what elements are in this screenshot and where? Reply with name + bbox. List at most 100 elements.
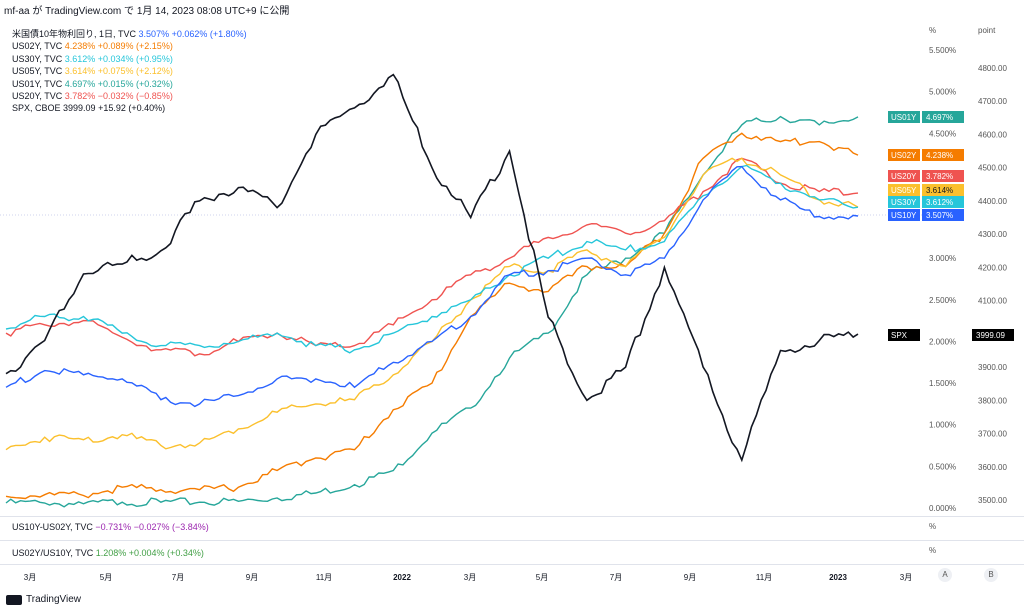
percent-axis-tick: 5.000% — [929, 88, 956, 97]
point-axis-tick: 4500.00 — [978, 164, 1007, 173]
percent-axis-tick: 2.500% — [929, 296, 956, 305]
legend-row[interactable]: US02Y, TVC 4.238% +0.089% (+2.15%) — [12, 40, 247, 52]
legend-row[interactable]: US05Y, TVC 3.614% +0.075% (+2.12%) — [12, 65, 247, 77]
series-value-tag-text: 3.614% — [926, 186, 953, 195]
percent-axis-tick: 1.500% — [929, 379, 956, 388]
series-name-tag-text: US30Y — [891, 198, 917, 207]
legend-value: 3.612% — [64, 53, 96, 64]
legend-value: 3.507% — [138, 29, 170, 39]
pane-change: −0.027% (−3.84%) — [133, 522, 209, 532]
point-axis-tick: 4300.00 — [978, 230, 1007, 239]
series-name-tag-text: US01Y — [891, 113, 917, 122]
series-value-tag — [922, 170, 964, 182]
time-axis-tick: 11月 — [756, 573, 772, 582]
point-axis-tick: 4400.00 — [978, 197, 1007, 206]
footer: TradingView — [6, 594, 81, 605]
legend-value: 4.238% — [64, 41, 96, 52]
time-axis-tick: 3月 — [464, 573, 476, 582]
percent-axis-tick: 0.000% — [929, 504, 956, 513]
point-axis-unit: point — [978, 26, 996, 35]
legend-change: −0.032% (−0.85%) — [97, 91, 173, 102]
pane-unit: % — [929, 546, 937, 555]
legend-row[interactable]: US30Y, TVC 3.612% +0.034% (+0.95%) — [12, 53, 247, 65]
time-axis-tick: 9月 — [684, 573, 696, 582]
series-name-tag — [888, 149, 920, 161]
series-value-tag-text: 3999.09 — [976, 331, 1005, 340]
series-line-us30y — [5, 164, 859, 354]
series-name-tag-text: US20Y — [891, 172, 917, 181]
pane-divider[interactable] — [0, 516, 1024, 517]
series-name-tag-text: SPX — [891, 331, 908, 340]
series-value-tag — [922, 209, 964, 221]
percent-axis-tick: 0.500% — [929, 462, 956, 471]
time-axis-tick: 9月 — [246, 573, 258, 582]
auto-scale-button[interactable]: A — [938, 568, 952, 582]
legend-value: 3.614% — [64, 66, 96, 77]
series-name-tag-text: US10Y — [891, 211, 917, 220]
pane-change: +0.004% (+0.34%) — [128, 548, 204, 558]
legend-row[interactable]: SPX, CBOE 3999.09 +15.92 (+0.40%) — [12, 102, 247, 114]
series-name-tag-text: US05Y — [891, 186, 917, 195]
pane-value: −0.731% — [95, 522, 132, 532]
legend-change: +0.062% (+1.80%) — [171, 29, 247, 39]
settings-button[interactable]: B — [984, 568, 998, 582]
point-axis-tick: 3600.00 — [978, 463, 1007, 472]
point-axis-tick: 4600.00 — [978, 130, 1007, 139]
legend-value: 3999.09 — [63, 103, 96, 114]
percent-axis-tick: 3.000% — [929, 254, 956, 263]
legend-row[interactable]: 米国債10年物利回り, 1日, TVC 3.507% +0.062% (+1.8… — [12, 28, 247, 40]
legend-symbol: US05Y, TVC — [12, 66, 63, 77]
percent-axis-unit: % — [929, 26, 936, 35]
time-axis-tick: 7月 — [172, 573, 184, 582]
series-name-tag — [888, 111, 920, 123]
point-axis-tick: 3800.00 — [978, 396, 1007, 405]
series-name-tag-text: US02Y — [891, 151, 917, 160]
series-name-tag — [888, 329, 920, 341]
series-line-us05y — [5, 157, 859, 451]
percent-axis-tick: 1.000% — [929, 421, 956, 430]
point-axis-tick: 3700.00 — [978, 430, 1007, 439]
pane-value: 1.208% — [95, 548, 127, 558]
series-line-spx — [5, 73, 859, 463]
series-value-tag — [922, 149, 964, 161]
series-name-tag — [888, 209, 920, 221]
series-name-tag — [888, 170, 920, 182]
series-value-tag — [922, 184, 964, 196]
point-axis-tick: 4800.00 — [978, 64, 1007, 73]
legend-symbol: US30Y, TVC — [12, 53, 63, 64]
legend-value: 4.697% — [64, 78, 96, 89]
series-line-us20y — [5, 157, 859, 357]
legend-symbol: US02Y, TVC — [12, 41, 63, 52]
series-value-tag-text: 3.612% — [926, 198, 953, 207]
legend-change: +0.075% (+2.12%) — [97, 66, 173, 77]
legend-change: +0.015% (+0.32%) — [97, 78, 173, 89]
legend-row[interactable]: US20Y, TVC 3.782% −0.032% (−0.85%) — [12, 90, 247, 102]
tradingview-logo-icon — [6, 594, 22, 605]
legend-symbol: 米国債10年物利回り, 1日, TVC — [12, 29, 137, 39]
series-value-tag-text: 4.697% — [926, 113, 953, 122]
legend-change: +0.089% (+2.15%) — [97, 41, 173, 52]
pane-divider[interactable] — [0, 540, 1024, 541]
legend-row[interactable]: US01Y, TVC 4.697% +0.015% (+0.32%) — [12, 78, 247, 90]
legend-change: +0.034% (+0.95%) — [97, 53, 173, 64]
time-axis-tick: 5月 — [100, 573, 112, 582]
pane-legend-ratio: US02Y/US10Y, TVC 1.208% +0.004% (+0.34%) — [12, 548, 204, 558]
series-value-tag — [922, 196, 964, 208]
legend-change: +15.92 (+0.40%) — [98, 103, 166, 114]
pane-unit: % — [929, 522, 937, 531]
legend-symbol: SPX, CBOE — [12, 103, 61, 114]
pane-legend-spread: US10Y-US02Y, TVC −0.731% −0.027% (−3.84%… — [12, 522, 209, 532]
series-line-us02y — [5, 132, 859, 500]
series-line-us10y — [5, 165, 859, 408]
series-value-tag — [972, 329, 1014, 341]
time-axis-tick: 3月 — [900, 573, 912, 582]
legend-value: 3.782% — [64, 91, 96, 102]
percent-axis-tick: 2.000% — [929, 337, 956, 346]
brand-name: TradingView — [26, 594, 82, 605]
pane-symbol: US02Y/US10Y, TVC — [12, 548, 94, 558]
series-line-us01y — [5, 115, 859, 508]
series-name-tag — [888, 184, 920, 196]
series-value-tag-text: 3.782% — [926, 172, 953, 181]
pane-symbol: US10Y-US02Y, TVC — [12, 522, 93, 532]
